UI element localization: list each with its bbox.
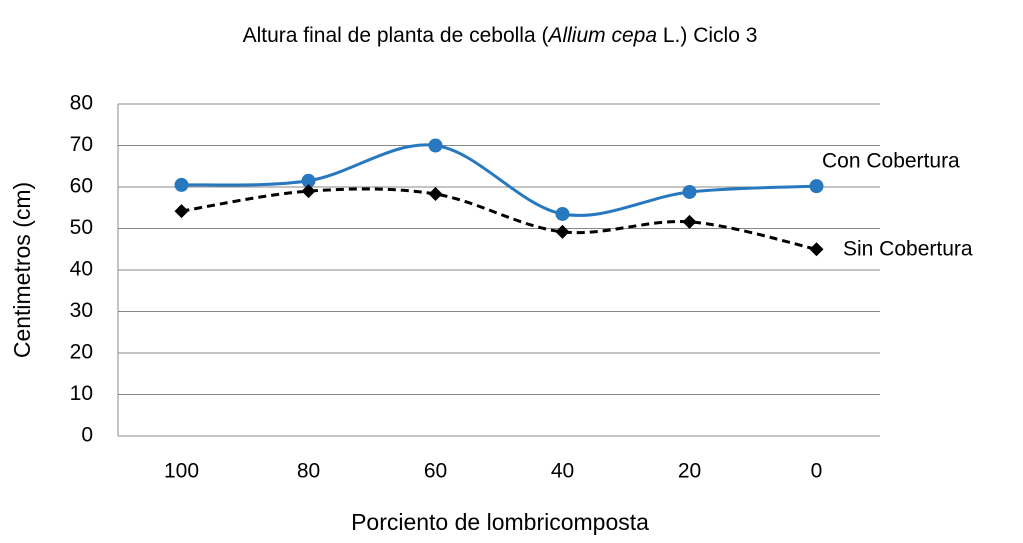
point (174, 204, 189, 219)
y-tick-label: 40 (70, 258, 93, 281)
y-tick-label: 20 (70, 341, 93, 364)
point (301, 184, 316, 199)
point (428, 187, 443, 202)
y-tick-label: 30 (70, 299, 93, 322)
chart-title: Altura final de planta de cebolla (Alliu… (243, 24, 758, 47)
point (428, 138, 443, 153)
point (809, 179, 824, 194)
y-tick-label: 50 (70, 216, 93, 239)
y-tick-label: 0 (81, 424, 93, 447)
x-tick-label: 60 (424, 460, 447, 483)
series-line (181, 143, 817, 217)
title-part: L.) Ciclo 3 (657, 24, 757, 47)
series-line (181, 187, 817, 251)
title-part: Altura final de planta de cebolla ( (243, 24, 549, 47)
y-tick-label: 70 (70, 133, 93, 156)
x-tick-label: 20 (678, 460, 701, 483)
x-tick-label: 0 (811, 460, 823, 483)
series-label: Con Cobertura (822, 150, 960, 173)
point (555, 224, 570, 239)
y-tick-label: 80 (70, 92, 93, 115)
point (809, 242, 824, 257)
x-axis-title: Porciento de lombricomposta (351, 509, 649, 535)
title-part: Allium cepa (546, 24, 657, 47)
point (682, 184, 697, 199)
y-tick-label: 60 (70, 175, 93, 198)
y-tick-label: 10 (70, 382, 93, 405)
point (301, 173, 316, 188)
point (682, 214, 697, 229)
x-tick-label: 80 (297, 460, 320, 483)
point (174, 177, 189, 192)
point (555, 206, 570, 221)
y-axis-title: Centimetros (cm) (9, 182, 35, 358)
x-tick-label: 40 (551, 460, 574, 483)
x-tick-label: 100 (164, 460, 199, 483)
series-label: Sin Cobertura (843, 238, 973, 261)
